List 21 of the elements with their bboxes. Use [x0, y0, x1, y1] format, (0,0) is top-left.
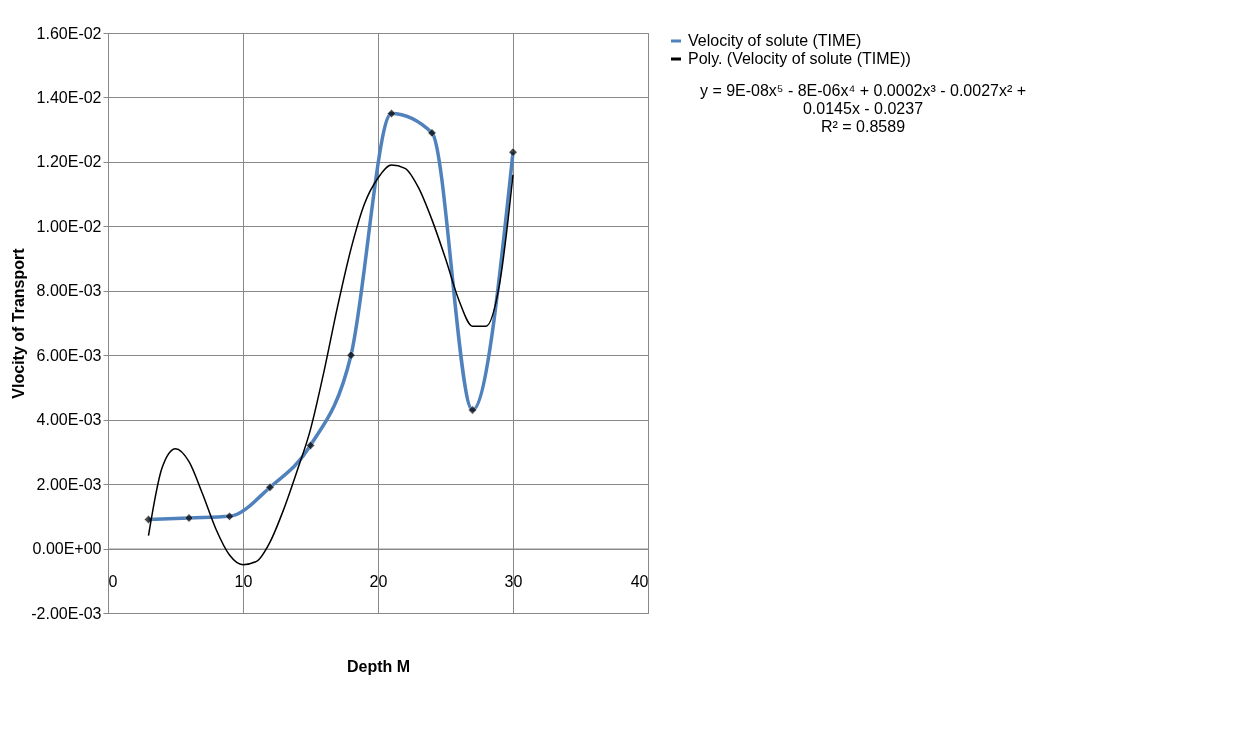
x-tick-label: 0	[108, 573, 118, 591]
x-tick-label: 10	[234, 573, 253, 591]
y-axis-title: Vlocity of Transport	[10, 247, 28, 399]
y-tick-label: 1.60E-02	[36, 24, 102, 42]
y-tick-label: 2.00E-03	[36, 475, 102, 493]
y-tick-label: 1.40E-02	[36, 88, 102, 106]
x-tick-label: 20	[369, 573, 388, 591]
y-tick-label: -2.00E-03	[31, 604, 102, 622]
y-tick-label: 4.00E-03	[36, 411, 102, 429]
line-series	[147, 164, 514, 566]
y-tick-label: 8.00E-03	[36, 282, 102, 300]
legend-label: Velocity of solute (TIME)	[688, 32, 862, 49]
y-tick-label: 6.00E-03	[36, 346, 102, 364]
legend-label: Poly. (Velocity of solute (TIME))	[688, 50, 911, 67]
y-tick-label: 1.00E-02	[36, 217, 102, 235]
text: y = 9E-08x⁵ - 8E-06x⁴ + 0.0002x³ - 0.0027x² + 0.0145x - 0.0237 R² = 0.8589	[699, 82, 1027, 135]
x-tick-label: 30	[504, 573, 523, 591]
y-tick-label: 1.20E-02	[36, 153, 102, 171]
y-tick-label: 0.00E+00	[32, 540, 102, 558]
x-tick-label: 40	[630, 573, 649, 591]
x-axis-title: Depth M	[346, 657, 411, 675]
